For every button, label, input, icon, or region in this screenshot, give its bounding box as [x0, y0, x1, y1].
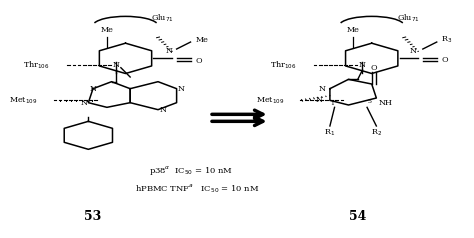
Text: O: O [371, 64, 377, 72]
Text: Thr$_{106}$: Thr$_{106}$ [270, 60, 296, 71]
Text: N: N [113, 61, 120, 69]
Text: Me: Me [100, 26, 113, 34]
Text: Glu$_{71}$: Glu$_{71}$ [151, 13, 174, 25]
Text: Met$_{109}$: Met$_{109}$ [9, 95, 38, 106]
Text: R$_2$: R$_2$ [371, 128, 382, 138]
Text: O: O [195, 57, 202, 65]
Text: N: N [178, 85, 185, 93]
Text: N: N [316, 96, 323, 104]
Text: N: N [90, 85, 97, 93]
Text: 54: 54 [349, 210, 366, 223]
Text: NH: NH [379, 99, 392, 107]
Text: N: N [166, 47, 173, 55]
Text: hPBMC TNF$^{a}$   IC$_{50}$ = 10 nM: hPBMC TNF$^{a}$ IC$_{50}$ = 10 nM [135, 183, 259, 195]
Text: Thr$_{106}$: Thr$_{106}$ [23, 60, 50, 71]
Text: R$_3$: R$_3$ [441, 35, 453, 45]
Text: Met$_{109}$: Met$_{109}$ [255, 95, 284, 106]
Text: 53: 53 [84, 210, 101, 223]
Text: N: N [159, 106, 166, 114]
Text: O: O [441, 55, 448, 64]
Text: N: N [410, 47, 417, 55]
Text: Glu$_{71}$: Glu$_{71}$ [398, 13, 420, 25]
Text: p38$^{\alpha}$  IC$_{50}$ = 10 nM: p38$^{\alpha}$ IC$_{50}$ = 10 nM [149, 164, 233, 177]
Text: Me: Me [195, 36, 208, 44]
Text: N: N [80, 99, 87, 107]
Text: N: N [359, 61, 366, 69]
Text: Me: Me [346, 26, 360, 34]
Text: 1: 1 [330, 101, 334, 106]
Text: N: N [318, 85, 325, 93]
Text: R$_1$: R$_1$ [324, 128, 336, 138]
Text: 5: 5 [367, 99, 372, 104]
